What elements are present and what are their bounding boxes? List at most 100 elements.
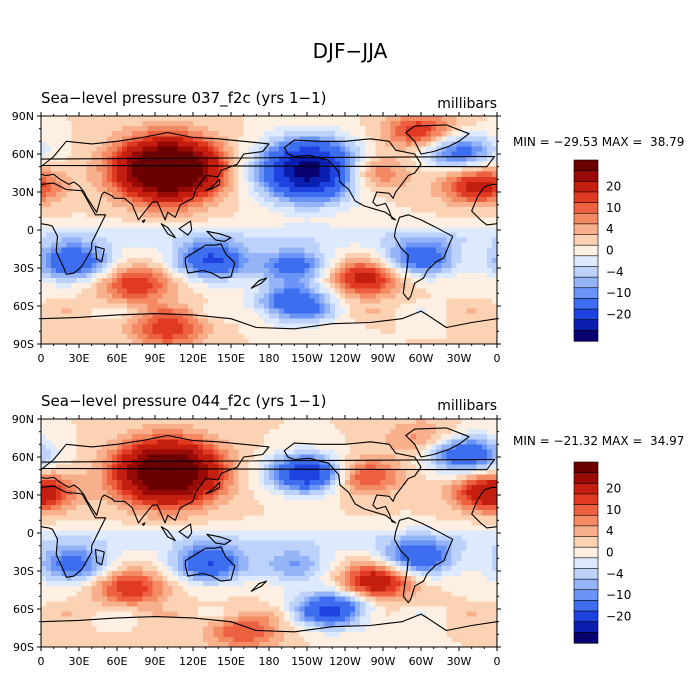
- field-cell: [395, 429, 402, 435]
- field-cell: [96, 146, 103, 153]
- field-cell: [228, 227, 235, 234]
- field-cell: [355, 293, 361, 299]
- field-cell: [142, 247, 148, 254]
- field-cell: [410, 192, 417, 198]
- field-cell: [238, 262, 245, 269]
- field-cell: [395, 207, 402, 213]
- field-cell: [269, 424, 275, 430]
- field-cell: [238, 268, 245, 274]
- field-cell: [284, 318, 290, 325]
- field-cell: [451, 333, 458, 340]
- field-cell: [294, 212, 300, 218]
- field-cell: [106, 171, 113, 178]
- field-cell: [86, 429, 93, 435]
- field-cell: [329, 126, 336, 132]
- field-cell: [218, 227, 224, 234]
- field-cell: [56, 186, 62, 193]
- field-cell: [41, 227, 47, 234]
- field-cell: [456, 202, 463, 208]
- field-cell: [466, 268, 473, 274]
- field-cell: [329, 131, 336, 137]
- field-cell: [46, 197, 52, 203]
- field-cell: [142, 328, 148, 335]
- field-cell: [81, 257, 88, 264]
- field-cell: [441, 116, 447, 122]
- field-cell: [289, 146, 295, 153]
- field-cell: [111, 156, 118, 163]
- field-cell: [370, 283, 376, 289]
- field-cell: [263, 268, 270, 274]
- field-cell: [360, 242, 366, 249]
- field-cell: [486, 338, 493, 344]
- field-cell: [187, 278, 194, 284]
- field-cell: [187, 313, 194, 320]
- field-cell: [243, 257, 250, 264]
- field-cell: [137, 212, 143, 218]
- field-cell: [319, 116, 326, 122]
- colorbar-swatch: [573, 276, 599, 289]
- field-cell: [451, 308, 458, 315]
- field-cell: [91, 318, 98, 325]
- field-cell: [431, 227, 437, 234]
- field-cell: [263, 197, 270, 203]
- field-cell: [390, 454, 397, 461]
- field-cell: [71, 434, 78, 440]
- field-cell: [345, 131, 351, 137]
- field-cell: [294, 247, 300, 254]
- field-cell: [147, 278, 154, 284]
- field-cell: [355, 121, 361, 127]
- field-cell: [132, 328, 138, 335]
- field-cell: [218, 131, 224, 137]
- field-cell: [258, 207, 265, 213]
- field-cell: [71, 439, 78, 445]
- field-cell: [223, 268, 230, 274]
- field-cell: [481, 136, 488, 142]
- field-cell: [304, 333, 311, 340]
- field-cell: [258, 328, 265, 335]
- field-cell: [111, 419, 118, 425]
- field-cell: [289, 444, 295, 450]
- field-cell: [466, 444, 473, 450]
- field-cell: [461, 141, 468, 147]
- field-cell: [137, 257, 143, 264]
- field-cell: [76, 273, 83, 279]
- field-cell: [390, 262, 397, 269]
- field-cell: [314, 176, 321, 183]
- field-cell: [289, 151, 295, 158]
- field-cell: [152, 131, 159, 137]
- field-cell: [456, 116, 463, 122]
- field-cell: [91, 419, 98, 425]
- field-cell: [334, 207, 341, 213]
- field-cell: [395, 308, 402, 315]
- field-cell: [446, 131, 452, 137]
- field-cell: [405, 176, 412, 183]
- field-cell: [101, 116, 108, 122]
- field-cell: [137, 429, 143, 435]
- field-cell: [46, 257, 52, 264]
- field-cell: [436, 283, 442, 289]
- field-cell: [360, 278, 366, 284]
- field-cell: [380, 298, 387, 305]
- field-cell: [370, 419, 376, 425]
- field-cell: [375, 192, 382, 198]
- field-cell: [223, 166, 230, 173]
- field-cell: [334, 161, 341, 168]
- field-cell: [355, 308, 361, 315]
- field-cell: [111, 333, 118, 340]
- field-cell: [132, 156, 138, 163]
- field-cell: [461, 131, 468, 137]
- field-cell: [284, 252, 290, 259]
- field-cell: [162, 212, 169, 218]
- field-cell: [253, 181, 260, 188]
- field-cell: [446, 176, 452, 183]
- field-cell: [208, 136, 214, 142]
- field-cell: [86, 222, 93, 229]
- field-cell: [81, 434, 88, 440]
- field-cell: [431, 444, 437, 450]
- field-cell: [294, 116, 300, 122]
- field-cell: [426, 232, 432, 239]
- field-cell: [309, 222, 316, 229]
- field-cell: [441, 197, 447, 203]
- field-cell: [71, 419, 78, 425]
- field-cell: [117, 202, 123, 208]
